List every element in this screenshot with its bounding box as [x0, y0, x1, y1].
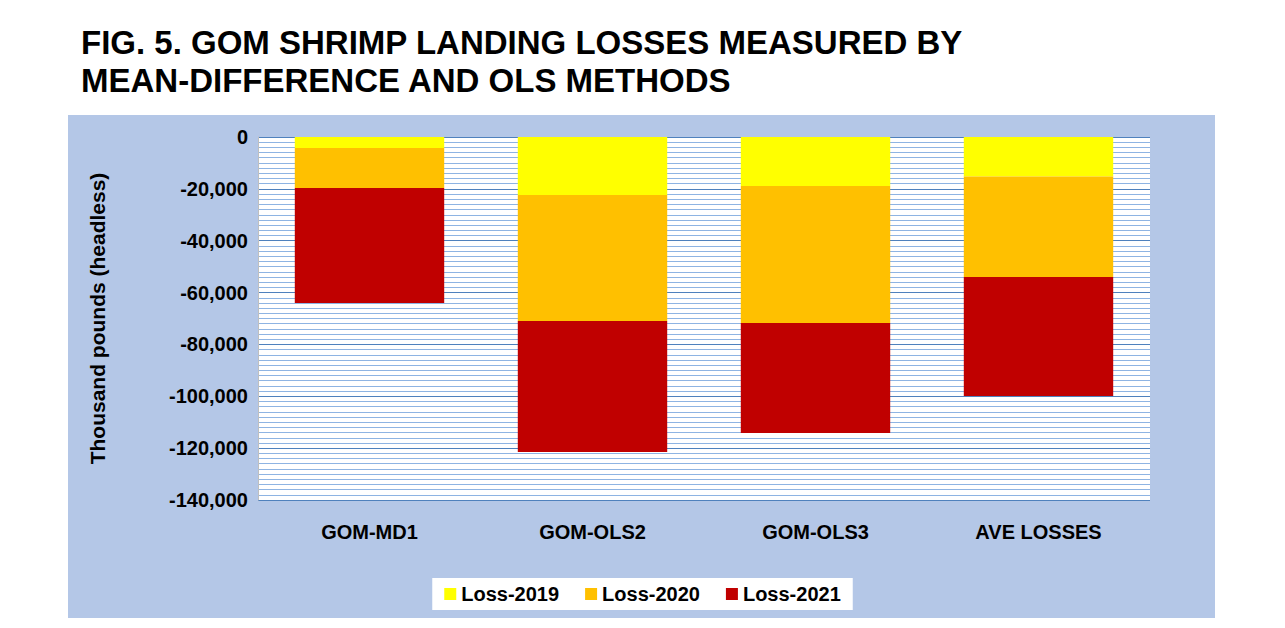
svg-text:Loss-2021: Loss-2021 — [743, 583, 841, 605]
svg-text:GOM-OLS2: GOM-OLS2 — [539, 521, 646, 543]
svg-text:GOM-OLS3: GOM-OLS3 — [762, 521, 869, 543]
svg-text:-100,000: -100,000 — [169, 385, 248, 407]
svg-text:Loss-2020: Loss-2020 — [602, 583, 700, 605]
svg-text:FIG. 5. GOM SHRIMP LANDING LOS: FIG. 5. GOM SHRIMP LANDING LOSSES MEASUR… — [81, 24, 962, 61]
svg-text:AVE LOSSES: AVE LOSSES — [975, 521, 1101, 543]
svg-text:-120,000: -120,000 — [169, 437, 248, 459]
svg-text:-40,000: -40,000 — [180, 230, 248, 252]
svg-text:-80,000: -80,000 — [180, 333, 248, 355]
svg-text:MEAN-DIFFERENCE AND OLS METHOD: MEAN-DIFFERENCE AND OLS METHODS — [81, 62, 731, 99]
svg-text:-60,000: -60,000 — [180, 282, 248, 304]
svg-text:Thousand pounds (headless): Thousand pounds (headless) — [86, 173, 109, 465]
svg-text:0: 0 — [237, 126, 248, 148]
svg-text:GOM-MD1: GOM-MD1 — [321, 521, 418, 543]
svg-text:-20,000: -20,000 — [180, 178, 248, 200]
svg-text:-140,000: -140,000 — [169, 489, 248, 511]
svg-text:Loss-2019: Loss-2019 — [461, 583, 559, 605]
